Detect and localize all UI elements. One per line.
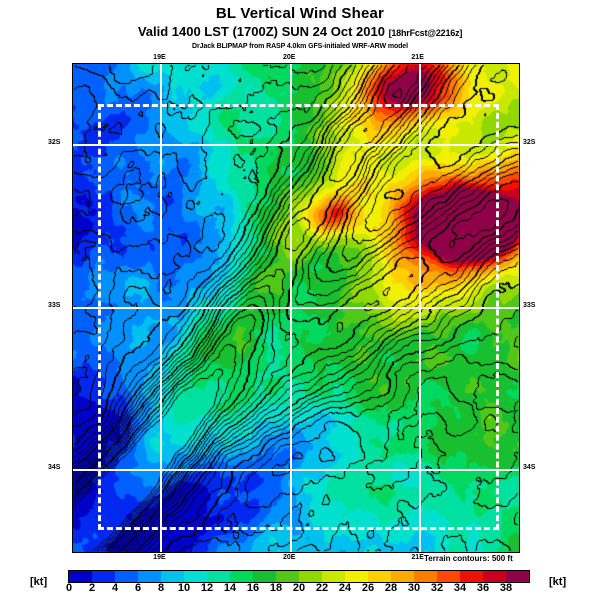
- shear-field: [73, 64, 519, 552]
- valid-time-text: Valid 1400 LST (1700Z) SUN 24 Oct 2010: [137, 24, 385, 39]
- colorbar-tick-6: 6: [134, 582, 142, 594]
- terrain-contour-note: Terrain contours: 500 ft: [424, 554, 513, 563]
- colorbar-tick-32: 32: [430, 582, 444, 594]
- colorbar-tick-labels: 0 2 4 6 8 10 12 14 16 18 20 22 24 26 28 30 32 34 36 38: [65, 582, 528, 596]
- colorbar-swatch-0: [69, 571, 92, 582]
- colorbar-unit-left: [kt]: [30, 576, 48, 588]
- colorbar-tick-18: 18: [269, 582, 283, 594]
- colorbar-tick-28: 28: [384, 582, 398, 594]
- colorbar-legend: [kt] [kt] 0 2 4 6 8 10 12 14 16 18 20 22 24 26 28 30 32 3…: [0, 569, 600, 599]
- colorbar-swatch-16: [437, 571, 460, 582]
- valid-time-line: Valid 1400 LST (1700Z) SUN 24 Oct 2010 […: [0, 25, 600, 40]
- colorbar-swatch-6: [207, 571, 230, 582]
- colorbar-swatch-1: [92, 571, 115, 582]
- colorbar-swatch-7: [230, 571, 253, 582]
- colorbar-swatch-12: [345, 571, 368, 582]
- colorbar-swatch-11: [322, 571, 345, 582]
- colorbar-swatches: [68, 570, 530, 583]
- colorbar-tick-8: 8: [157, 582, 165, 594]
- colorbar-tick-38: 38: [499, 582, 513, 594]
- colorbar-swatch-5: [184, 571, 207, 582]
- lon-tick-top-19E: 19E: [153, 54, 166, 61]
- colorbar-tick-10: 10: [177, 582, 191, 594]
- colorbar-tick-4: 4: [111, 582, 119, 594]
- lat-tick-left-32S: 32S: [48, 138, 61, 146]
- lat-tick-right-34S: 34S: [523, 464, 536, 472]
- lat-tick-left-33S: 33S: [48, 301, 61, 309]
- colorbar-tick-30: 30: [407, 582, 421, 594]
- colorbar-swatch-3: [138, 571, 161, 582]
- colorbar-tick-16: 16: [246, 582, 260, 594]
- colorbar-swatch-13: [368, 571, 391, 582]
- colorbar-swatch-15: [414, 571, 437, 582]
- page-title: BL Vertical Wind Shear: [215, 5, 385, 22]
- colorbar-swatch-8: [253, 571, 276, 582]
- lon-tick-bottom-20E: 20E: [282, 554, 296, 561]
- colorbar-swatch-9: [276, 571, 299, 582]
- colorbar-tick-0: 0: [65, 582, 73, 594]
- colorbar-swatch-14: [391, 571, 414, 582]
- colorbar-swatch-18: [483, 571, 506, 582]
- colorbar-tick-12: 12: [200, 582, 214, 594]
- lon-tick-bottom-19E: 19E: [153, 554, 166, 561]
- page-header: BL Vertical Wind Shear Valid 1400 LST (1…: [0, 0, 600, 51]
- lat-tick-left-34S: 34S: [48, 464, 61, 472]
- colorbar-tick-20: 20: [292, 582, 306, 594]
- colorbar-tick-26: 26: [361, 582, 375, 594]
- colorbar-tick-14: 14: [223, 582, 237, 594]
- colorbar-swatch-19: [506, 571, 529, 582]
- lat-tick-right-33S: 33S: [523, 301, 536, 309]
- lon-tick-top-21E: 21E: [411, 54, 424, 61]
- lon-tick-bottom-21E: 21E: [411, 554, 424, 561]
- colorbar-swatch-4: [161, 571, 184, 582]
- lat-tick-right-32S: 32S: [523, 138, 536, 146]
- colorbar-swatch-10: [299, 571, 322, 582]
- colorbar-tick-34: 34: [453, 582, 467, 594]
- colorbar-tick-36: 36: [476, 582, 490, 594]
- colorbar-swatch-17: [460, 571, 483, 582]
- colorbar-unit-right: [kt]: [549, 576, 567, 588]
- colorbar-tick-22: 22: [315, 582, 329, 594]
- map-plot[interactable]: [72, 63, 520, 553]
- colorbar-tick-24: 24: [338, 582, 352, 594]
- colorbar-tick-2: 2: [88, 582, 96, 594]
- lon-tick-top-20E: 20E: [282, 54, 296, 61]
- model-credit: DrJack BLIPMAP from RASP 4.0km GFS-initi…: [192, 43, 408, 50]
- shear-field-canvas: [73, 64, 519, 552]
- colorbar-swatch-2: [115, 571, 138, 582]
- forecast-tag: [18hrFcst@2216z]: [388, 28, 463, 38]
